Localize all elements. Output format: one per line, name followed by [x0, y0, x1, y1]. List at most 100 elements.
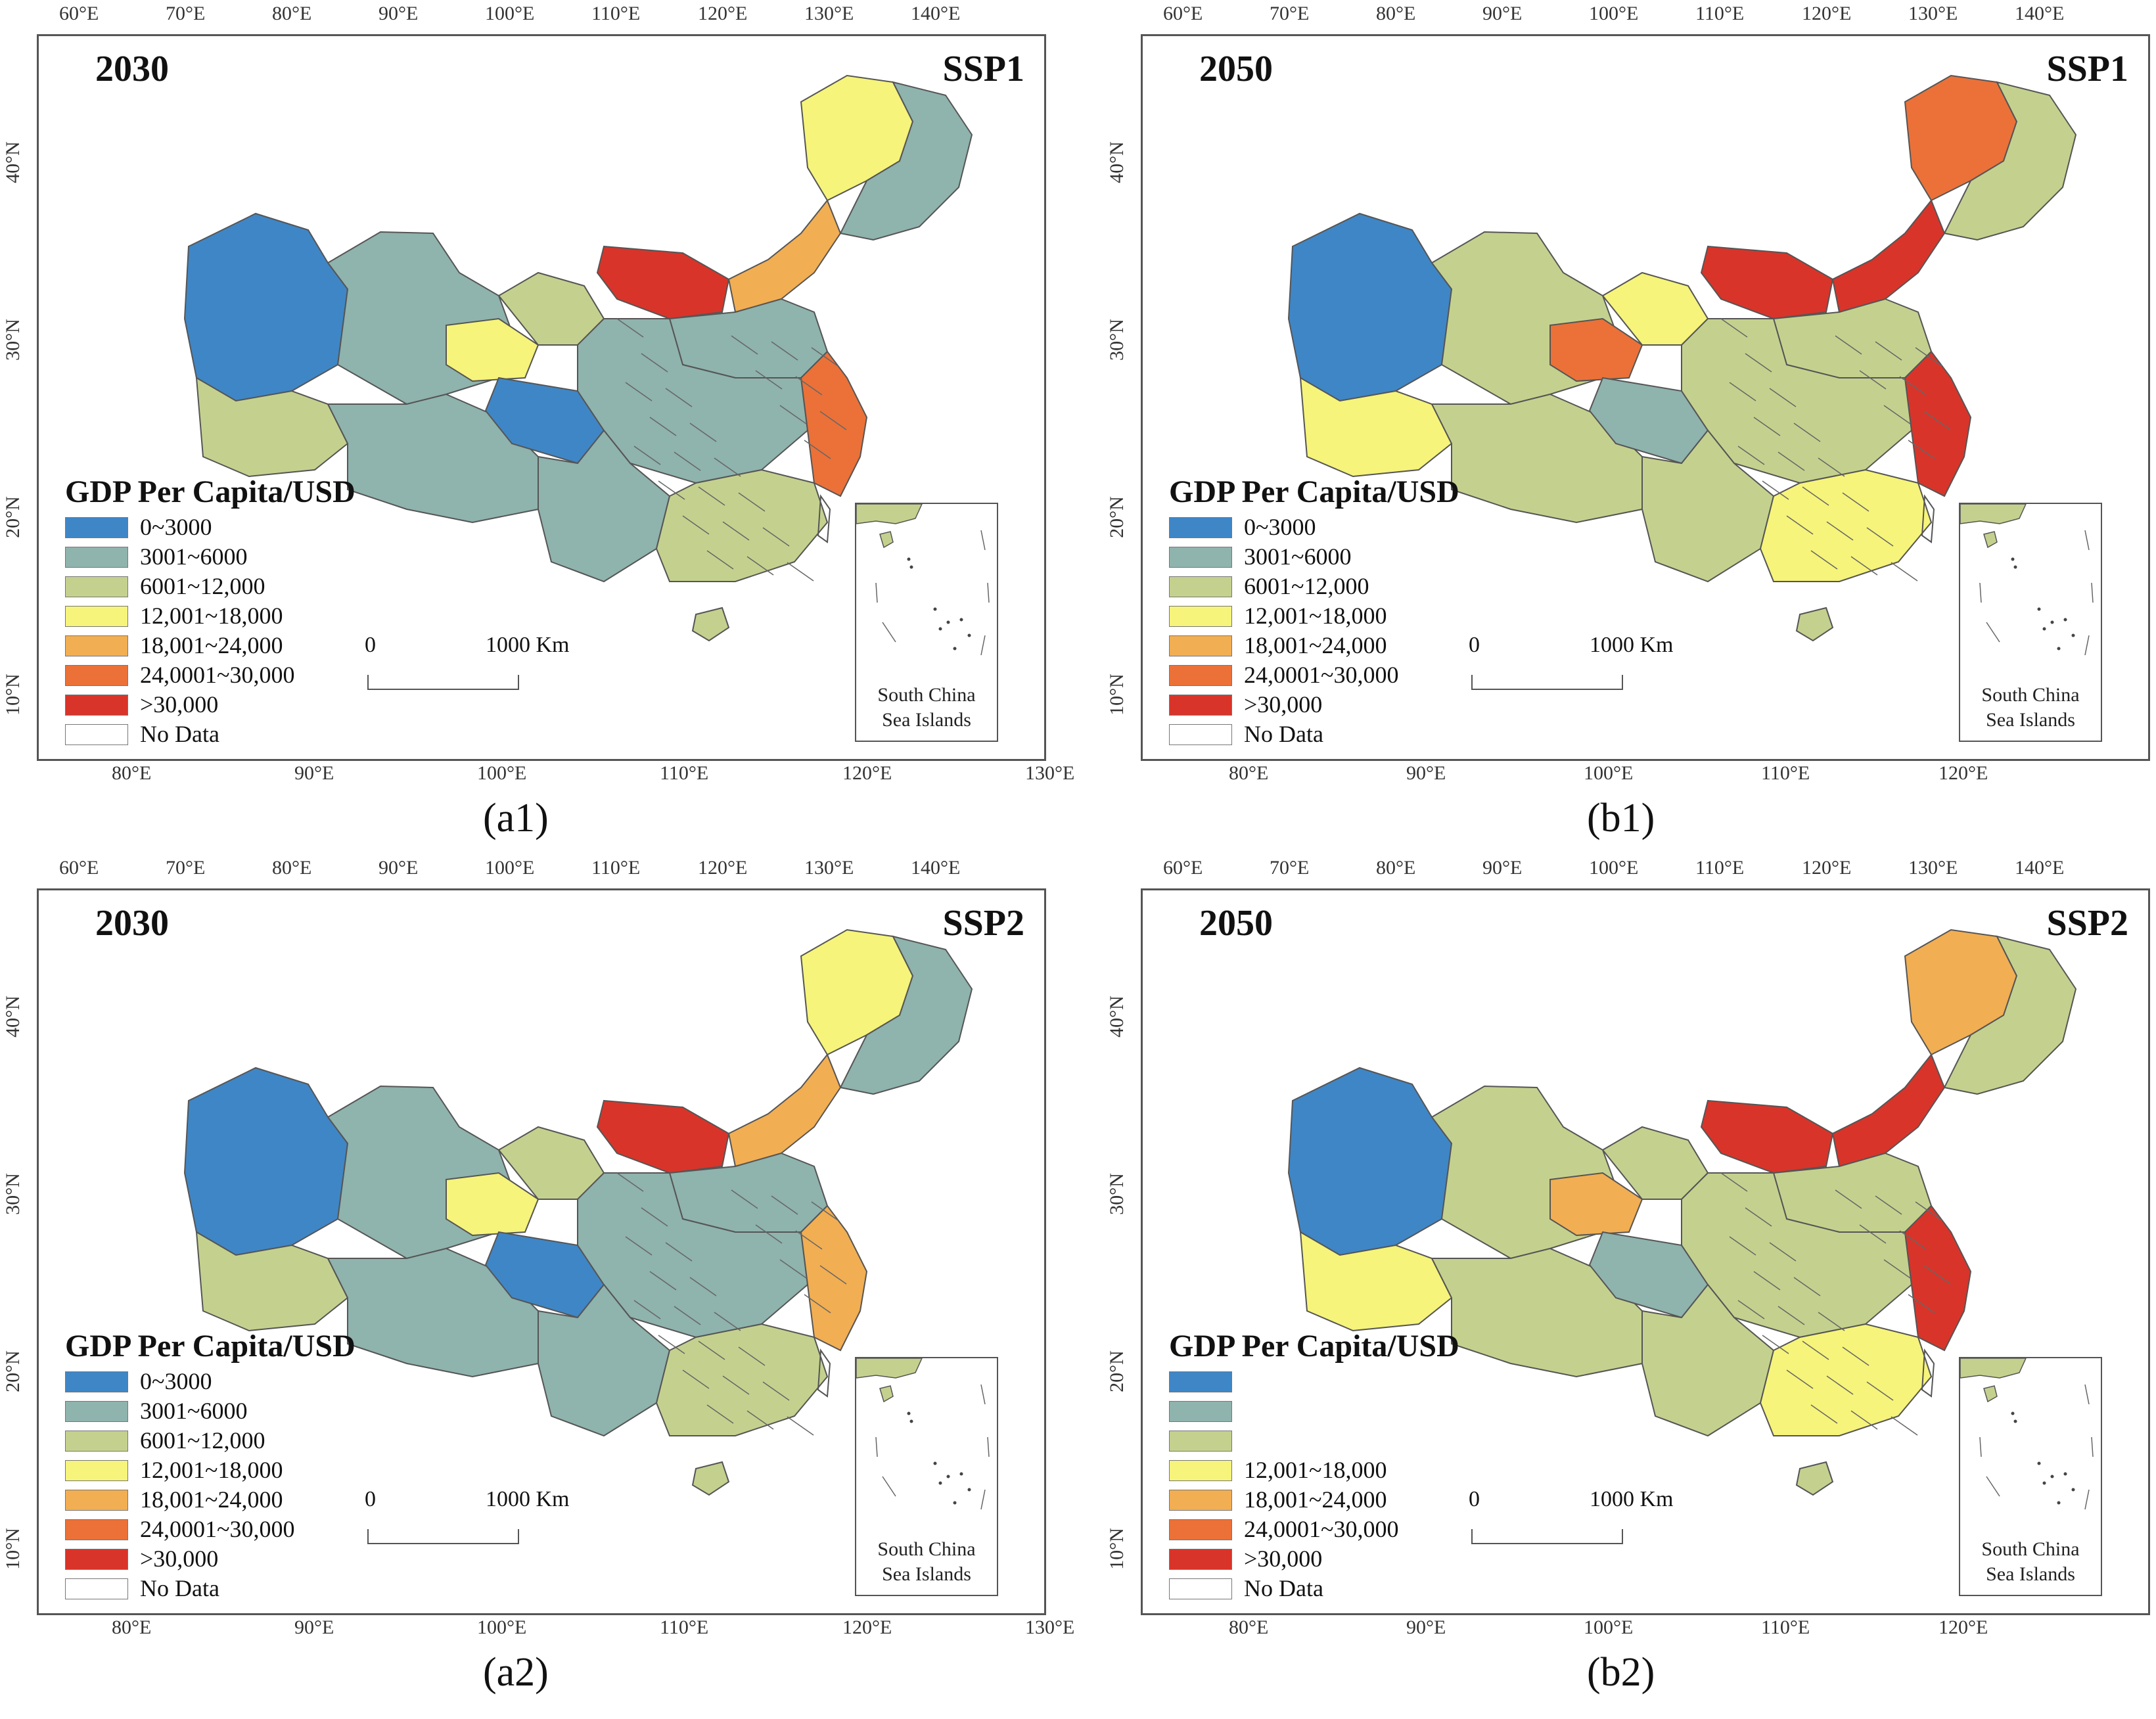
region-hainan: [691, 607, 730, 642]
scale-distance-label: 1000 Km: [1590, 633, 1674, 657]
bottom-longitude-label: 120°E: [842, 762, 892, 784]
left-latitude-label: 20°N: [1, 496, 24, 538]
bottom-longitude-label: 120°E: [842, 1616, 892, 1638]
legend-label: >30,000: [140, 691, 219, 718]
boundary-line: [722, 521, 750, 541]
map-panel-a2: 60°E 70°E 80°E 90°E 100°E 110°E 120°E 130°E 140°…: [0, 854, 1074, 1708]
legend-label: 0~3000: [140, 1368, 212, 1394]
inset-label-line2: Sea Islands: [1986, 709, 2075, 731]
legend-swatch: [1169, 724, 1232, 745]
legend-label: 24,0001~30,000: [140, 1516, 295, 1542]
panel-caption: (b2): [1587, 1650, 1655, 1695]
boundary-line: [795, 1230, 823, 1250]
top-longitude-label: 90°E: [1482, 857, 1523, 879]
legend-swatch: [65, 1401, 128, 1422]
legend-swatch: [1169, 1549, 1232, 1570]
legend-label: 24,0001~30,000: [140, 662, 295, 688]
boundary-line: [689, 423, 717, 442]
legend-label: 18,001~24,000: [140, 632, 283, 658]
region-inner-mongolia-e: [727, 1053, 842, 1168]
boundary-line: [1908, 1294, 1935, 1314]
boundary-line: [1778, 451, 1805, 471]
boundary-line: [1859, 370, 1887, 390]
bottom-longitude-label: 90°E: [1406, 762, 1446, 784]
legend-swatch: [65, 724, 128, 745]
boundary-line: [731, 1189, 758, 1209]
left-latitude-label: 30°N: [1105, 319, 1128, 361]
bottom-longitude-label: 120°E: [1938, 762, 1988, 784]
boundary-line: [689, 1277, 717, 1296]
boundary-line: [1866, 527, 1894, 547]
boundary-line: [762, 527, 790, 547]
legend-swatch: [1169, 665, 1232, 686]
top-longitude-label: 90°E: [378, 857, 419, 879]
top-longitude-label: 100°E: [1589, 857, 1639, 879]
boundary-line: [787, 1416, 814, 1436]
legend-label: 6001~12,000: [140, 1427, 265, 1454]
boundary-line: [1745, 1207, 1772, 1227]
legend-title: GDP Per Capita/USD: [1169, 1329, 1459, 1364]
boundary-line: [755, 370, 783, 390]
boundary-line: [1753, 1271, 1781, 1291]
top-longitude-label: 60°E: [59, 3, 99, 24]
boundary-line: [1762, 480, 1789, 500]
legend-label: 24,0001~30,000: [1244, 1516, 1399, 1542]
top-longitude-label: 80°E: [1376, 857, 1416, 879]
legend-label: 18,001~24,000: [1244, 1486, 1387, 1513]
boundary-line: [674, 451, 701, 471]
boundary-line: [771, 341, 798, 361]
boundary-line: [819, 1265, 847, 1285]
boundary-line: [625, 1236, 653, 1256]
legend-swatch: [1169, 547, 1232, 568]
boundary-line: [1802, 1341, 1829, 1360]
region-northeast: [1943, 935, 2077, 1095]
legend-label: 12,001~18,000: [1244, 1457, 1387, 1483]
boundary-line: [1802, 486, 1829, 506]
top-longitude-label: 110°E: [1695, 3, 1745, 24]
boundary-line: [1818, 1312, 1845, 1331]
boundary-line: [1891, 562, 1918, 582]
boundary-line: [1859, 1224, 1887, 1244]
bottom-longitude-label: 100°E: [1584, 1616, 1634, 1638]
region-inner-mongolia-w: [1700, 1099, 1834, 1174]
legend-swatch: [65, 1519, 128, 1540]
legend-label: No Data: [1244, 1575, 1323, 1601]
bottom-longitude-label: 110°E: [1761, 762, 1810, 784]
top-longitude-label: 60°E: [1163, 857, 1203, 879]
legend-label: 3001~6000: [140, 543, 248, 570]
inset-label-line1: South China: [877, 684, 976, 706]
boundary-line: [1923, 1265, 1951, 1285]
legend-label: 3001~6000: [140, 1398, 248, 1424]
legend-swatch: [1169, 576, 1232, 597]
boundary-line: [1810, 1404, 1838, 1424]
boundary-line: [811, 347, 838, 367]
panel-year: 2050: [1199, 903, 1273, 944]
scale-zero-label: 0: [1469, 633, 1480, 657]
region-northeast: [839, 935, 973, 1095]
region-inner-mongolia-e: [1831, 199, 1946, 313]
taiwan-outline: [817, 1348, 831, 1398]
boundary-line: [674, 1306, 701, 1325]
region-inner-mongolia-e: [727, 199, 842, 313]
scale-bar-line: [1471, 1529, 1623, 1544]
top-longitude-label: 140°E: [2015, 3, 2065, 24]
map-panel-b2: 60°E 70°E 80°E 90°E 100°E 110°E 120°E 130°E 140°…: [1104, 854, 2155, 1708]
boundary-line: [658, 480, 685, 500]
inset-label-line1: South China: [1981, 684, 2080, 706]
panel-scenario: SSP2: [942, 903, 1025, 944]
left-latitude-label: 20°N: [1105, 1350, 1128, 1392]
scale-bar: 0 1000 Km: [1469, 633, 1674, 693]
south-china-sea-inset: South China Sea Islands: [855, 503, 998, 742]
inset-label-line2: Sea Islands: [882, 709, 971, 731]
region-east-coast: [1904, 350, 1972, 497]
left-latitude-label: 30°N: [1, 1173, 24, 1215]
boundary-line: [819, 411, 847, 430]
boundary-line: [682, 1369, 710, 1389]
boundary-line: [731, 335, 758, 355]
panel-scenario: SSP1: [942, 49, 1025, 89]
left-latitude-label: 20°N: [1105, 496, 1128, 538]
legend-label: No Data: [140, 721, 219, 747]
bottom-longitude-label: 90°E: [294, 1616, 334, 1638]
boundary-line: [1762, 1335, 1789, 1354]
region-hainan: [1795, 607, 1834, 642]
